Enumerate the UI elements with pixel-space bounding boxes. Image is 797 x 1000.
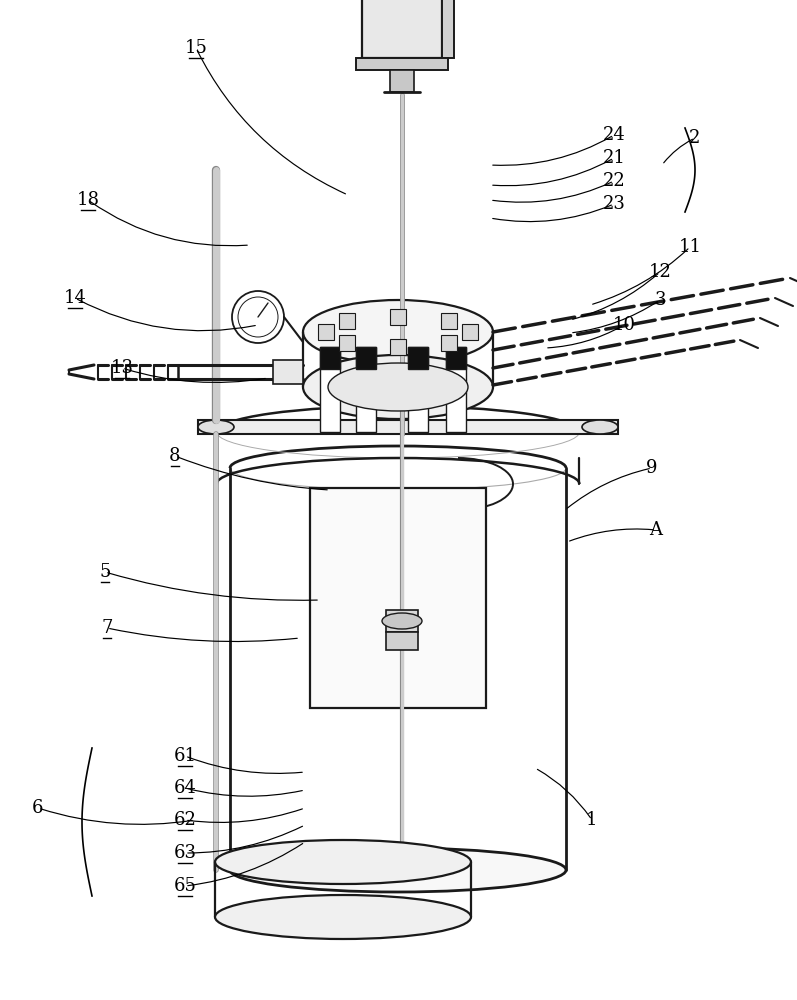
Ellipse shape xyxy=(198,420,234,434)
Text: 14: 14 xyxy=(64,289,86,307)
Text: 22: 22 xyxy=(603,172,626,190)
Bar xyxy=(198,420,618,434)
Ellipse shape xyxy=(582,420,618,434)
Text: 5: 5 xyxy=(100,563,111,581)
Bar xyxy=(320,347,340,432)
Bar xyxy=(356,58,448,70)
Bar xyxy=(310,488,486,708)
Bar xyxy=(390,339,406,355)
Ellipse shape xyxy=(215,895,471,939)
Ellipse shape xyxy=(230,848,566,892)
Text: 10: 10 xyxy=(613,316,635,334)
Text: A: A xyxy=(650,521,662,539)
Text: 62: 62 xyxy=(174,811,196,829)
Text: 6: 6 xyxy=(32,799,44,817)
Text: 12: 12 xyxy=(649,263,671,281)
Text: 13: 13 xyxy=(111,359,134,377)
Bar xyxy=(446,347,466,369)
Ellipse shape xyxy=(303,355,493,419)
Text: 7: 7 xyxy=(101,619,112,637)
Bar xyxy=(390,309,406,325)
Ellipse shape xyxy=(328,363,468,411)
Bar xyxy=(339,335,355,351)
Bar xyxy=(339,313,355,329)
Text: 11: 11 xyxy=(678,238,701,256)
Bar xyxy=(356,347,376,432)
Text: 2: 2 xyxy=(689,129,701,147)
Bar xyxy=(462,324,478,340)
Text: 18: 18 xyxy=(77,191,100,209)
Text: 63: 63 xyxy=(174,844,197,862)
Text: 8: 8 xyxy=(169,447,181,465)
Text: 65: 65 xyxy=(174,877,196,895)
Text: 61: 61 xyxy=(174,747,197,765)
Text: 21: 21 xyxy=(603,149,626,167)
Ellipse shape xyxy=(303,300,493,364)
Bar xyxy=(273,360,303,384)
Ellipse shape xyxy=(215,840,471,884)
Bar xyxy=(390,70,414,92)
Text: 64: 64 xyxy=(174,779,196,797)
Bar xyxy=(320,347,340,369)
Bar xyxy=(356,347,376,369)
Bar xyxy=(318,324,334,340)
Bar xyxy=(386,632,418,650)
Ellipse shape xyxy=(382,613,422,629)
Bar xyxy=(441,335,457,351)
Bar xyxy=(362,0,442,58)
Bar xyxy=(408,347,428,432)
Text: 1: 1 xyxy=(587,811,598,829)
Text: 24: 24 xyxy=(603,126,626,144)
Polygon shape xyxy=(442,0,454,58)
Text: 23: 23 xyxy=(603,195,626,213)
Bar xyxy=(441,313,457,329)
Bar xyxy=(408,347,428,369)
Text: 9: 9 xyxy=(646,459,658,477)
Text: 3: 3 xyxy=(654,291,665,309)
Text: 15: 15 xyxy=(185,39,207,57)
Bar xyxy=(386,610,418,632)
Bar xyxy=(446,347,466,432)
